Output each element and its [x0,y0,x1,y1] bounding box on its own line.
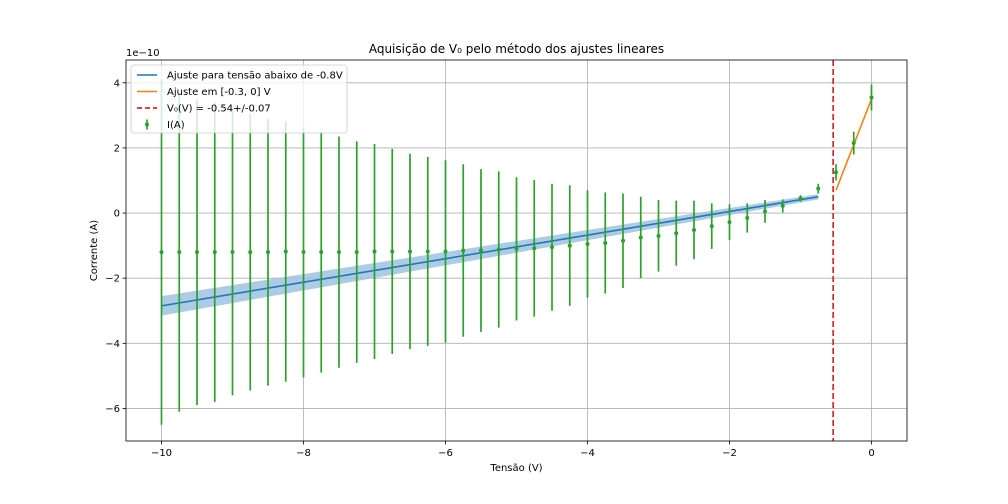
data-point [745,215,750,220]
data-point [638,235,643,240]
data-point [763,209,767,214]
data-point [798,196,803,201]
x-tick-label: −2 [722,448,737,459]
data-point [372,249,377,254]
data-point [195,250,199,255]
x-tick-label: −8 [296,448,311,459]
y-tick-label: 4 [114,78,120,89]
data-point [851,141,856,146]
data-point [585,241,590,246]
y-axis-offset-label: 1e−10 [126,48,160,59]
y-tick-label: −2 [105,274,120,285]
data-point [230,250,235,255]
legend-label: Ajuste para tensão abaixo de -0.8V [167,71,343,82]
legend-box [130,64,348,134]
data-point [674,231,679,236]
data-point [532,246,537,251]
data-point [709,224,714,229]
data-point [301,250,306,255]
data-point [159,250,164,255]
fit-line-below-0.8V [161,195,819,307]
data-point [354,250,359,255]
data-point [834,170,838,175]
legend-label: I(A) [167,120,185,131]
x-tick-label: −10 [151,448,172,459]
data-point [177,250,182,255]
data-point [248,250,253,255]
data-point [780,203,785,208]
data-point [425,249,430,254]
data-point [443,249,448,254]
axis-ticks: −10 −8 −6 −4 −2 0 −6 −4 −2 0 2 4 [105,78,874,459]
y-tick-label: 0 [114,209,120,220]
data-point [408,249,412,254]
series-layer [159,60,874,441]
data-point [319,250,324,255]
data-point [337,250,341,255]
legend-label: V₀(V) = -0.54+/-0.07 [167,104,271,115]
data-point [816,186,821,191]
plot-area-frame [125,59,908,442]
data-point [550,245,554,250]
data-point [656,233,661,238]
y-axis-label: Corrente (A) [89,220,100,281]
data-point [727,220,732,225]
legend: Ajuste para tensão abaixo de -0.8V Ajuste… [130,64,348,134]
data-point [390,249,395,254]
x-tick-label: −6 [438,448,453,459]
y-tick-label: −4 [105,339,120,350]
y-tick-label: 2 [114,143,120,154]
data-point [567,243,572,248]
x-tick-label: −4 [580,448,595,459]
data-point [603,241,608,246]
x-axis-label: Tensão (V) [489,463,542,474]
chart-title: Aquisição de V₀ pelo método dos ajustes … [369,42,664,56]
data-point [692,227,696,232]
legend-label: Ajuste em [-0.3, 0] V [167,87,271,98]
x-tick-label: 0 [868,448,874,459]
data-point [496,247,501,252]
data-point [869,95,874,100]
data-point [212,250,217,255]
legend-marker [145,122,149,127]
data-point [514,246,519,251]
data-point [621,238,625,243]
data-point [283,249,288,254]
y-tick-label: −6 [105,404,120,415]
data-point [479,248,483,253]
data-point [266,250,270,255]
data-point [461,248,466,253]
